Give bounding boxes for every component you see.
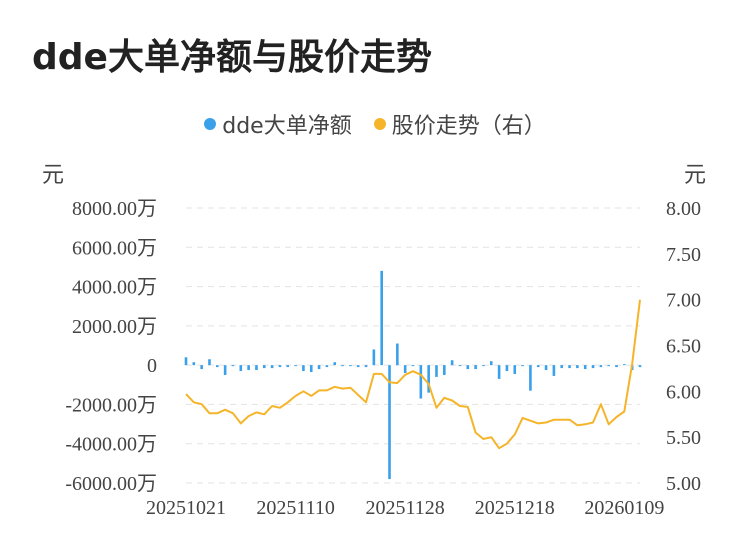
- dde-bar: [607, 365, 610, 367]
- dde-bar: [294, 365, 297, 367]
- dde-bar: [576, 365, 579, 369]
- dde-bar: [223, 365, 227, 375]
- dde-bar: [286, 365, 290, 368]
- dde-bar: [302, 365, 305, 372]
- price-line: [185, 299, 641, 450]
- dde-bar: [192, 362, 196, 366]
- dde-bar: [482, 365, 485, 367]
- dde-bar: [364, 365, 368, 368]
- legend-label-dde: dde大单净额: [222, 114, 352, 139]
- dde-bar: [497, 365, 501, 379]
- dde-bar: [615, 365, 618, 368]
- y-right-tick-label: 5.50: [666, 427, 701, 449]
- y-left-tick-label: -2000.00万: [65, 394, 157, 416]
- y-left-tick-label: 6000.00万: [72, 237, 157, 259]
- dde-bar: [411, 365, 415, 367]
- dde-bar: [388, 365, 391, 480]
- y-left-tick-label: 4000.00万: [72, 277, 157, 299]
- dde-bar: [568, 365, 571, 369]
- dde-bar: [560, 365, 564, 369]
- dde-bar: [583, 365, 587, 370]
- dde-bar: [552, 365, 556, 376]
- y-left-tick-label: 2000.00万: [72, 316, 157, 338]
- legend-marker-price: [373, 118, 386, 130]
- dde-bar: [638, 365, 642, 368]
- chart-title: dde大单净额与股价走势: [32, 37, 432, 78]
- dde-bar: [536, 365, 540, 368]
- chart-legend: dde大单净额 股价走势（右）: [0, 108, 750, 140]
- x-tick-label: 20251128: [366, 497, 445, 519]
- legend-item-dde[interactable]: dde大单净额: [204, 108, 352, 140]
- dde-bar: [443, 365, 446, 375]
- x-tick-label: 20260109: [584, 497, 664, 519]
- dde-bar: [270, 365, 274, 369]
- y-left-tick-label: 0: [147, 355, 157, 377]
- dde-bar: [544, 365, 548, 371]
- dde-bar: [466, 365, 470, 370]
- dde-bar: [309, 365, 313, 373]
- y-right-tick-label: 7.50: [666, 244, 701, 266]
- dde-bar: [341, 365, 344, 367]
- dde-bar: [419, 365, 423, 399]
- dde-bar: [529, 365, 532, 391]
- dde-bar: [458, 365, 462, 367]
- y-left-tick-label: -4000.00万: [65, 434, 157, 456]
- dde-bar: [356, 365, 360, 368]
- dde-bar: [208, 359, 211, 366]
- dde-bar: [184, 357, 188, 366]
- dde-bar: [435, 365, 438, 377]
- dde-bar: [396, 343, 399, 366]
- dde-bar: [325, 365, 329, 368]
- y-right-tick-label: 8.00: [666, 198, 701, 220]
- dde-bar: [231, 365, 235, 367]
- dde-bar: [239, 365, 243, 372]
- dde-bar: [255, 365, 258, 371]
- y-right-tick-label: 5.00: [666, 473, 701, 495]
- dde-bar: [450, 360, 454, 366]
- legend-marker-dde: [204, 118, 217, 130]
- dde-bar: [278, 365, 282, 368]
- dde-bar: [262, 365, 266, 369]
- dde-bar: [623, 364, 626, 366]
- x-tick-label: 20251021: [146, 497, 226, 519]
- dde-bar: [333, 362, 337, 366]
- dde-bar: [372, 349, 376, 366]
- dde-bar: [427, 365, 430, 393]
- dde-bar: [317, 365, 321, 370]
- dde-bar: [521, 365, 524, 367]
- dde-bar: [216, 365, 219, 368]
- y-right-tick-label: 6.50: [666, 336, 701, 358]
- x-tick-label: 20251218: [475, 497, 555, 519]
- dde-bar: [474, 365, 477, 370]
- dde-bar: [489, 361, 493, 366]
- dde-bar: [591, 365, 595, 369]
- y-right-tick-label: 6.00: [666, 381, 701, 403]
- dde-bar: [599, 365, 603, 368]
- x-tick-label: 20251110: [256, 497, 335, 519]
- dde-bar: [505, 365, 509, 372]
- legend-item-price[interactable]: 股价走势（右）: [373, 108, 546, 140]
- dde-bar: [513, 365, 517, 374]
- dde-bar: [403, 365, 407, 373]
- y-left-tick-label: 8000.00万: [72, 198, 157, 220]
- dde-bar: [200, 365, 203, 370]
- y-right-tick-label: 7.00: [666, 290, 701, 312]
- dde-bar: [349, 365, 352, 367]
- left-axis-unit: 元: [42, 163, 65, 188]
- right-axis-unit: 元: [684, 163, 707, 188]
- y-left-tick-label: -6000.00万: [65, 473, 157, 495]
- dde-bar: [247, 365, 250, 371]
- dde-bar: [380, 270, 383, 366]
- legend-label-price: 股价走势（右）: [391, 114, 546, 139]
